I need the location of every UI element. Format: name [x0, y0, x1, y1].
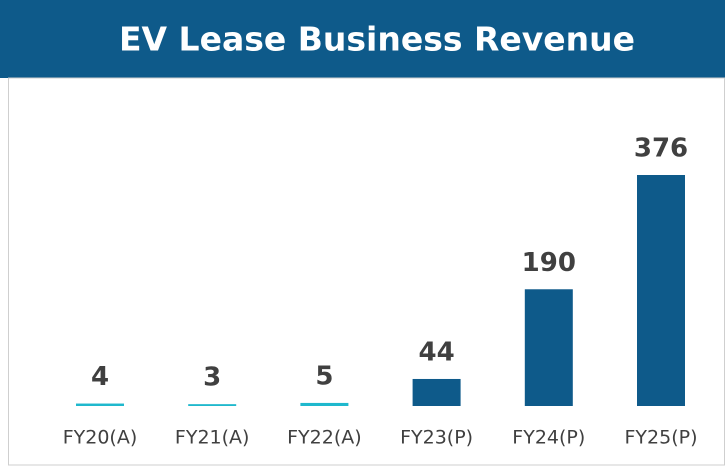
x-tick-label: FY21(A)	[175, 427, 250, 449]
title-banner	[0, 0, 725, 78]
chart-title: EV Lease Business Revenue	[119, 20, 635, 59]
bar	[412, 378, 461, 406]
bar	[76, 403, 124, 406]
bar	[188, 404, 237, 406]
bar	[300, 402, 349, 406]
x-tick-label: FY25(P)	[625, 427, 698, 449]
bar	[524, 289, 573, 406]
x-tick-label: FY23(P)	[400, 427, 473, 449]
value-label: 44	[419, 337, 455, 367]
value-label: 376	[634, 134, 688, 164]
value-label: 5	[315, 361, 333, 391]
chart-frame	[8, 77, 725, 466]
bar	[637, 175, 685, 406]
value-label: 190	[522, 248, 576, 278]
value-label: 4	[91, 362, 109, 392]
x-tick-label: FY22(A)	[287, 427, 362, 449]
x-tick-label: FY24(P)	[512, 427, 585, 449]
x-tick-label: FY20(A)	[63, 427, 138, 449]
value-label: 3	[203, 363, 221, 393]
